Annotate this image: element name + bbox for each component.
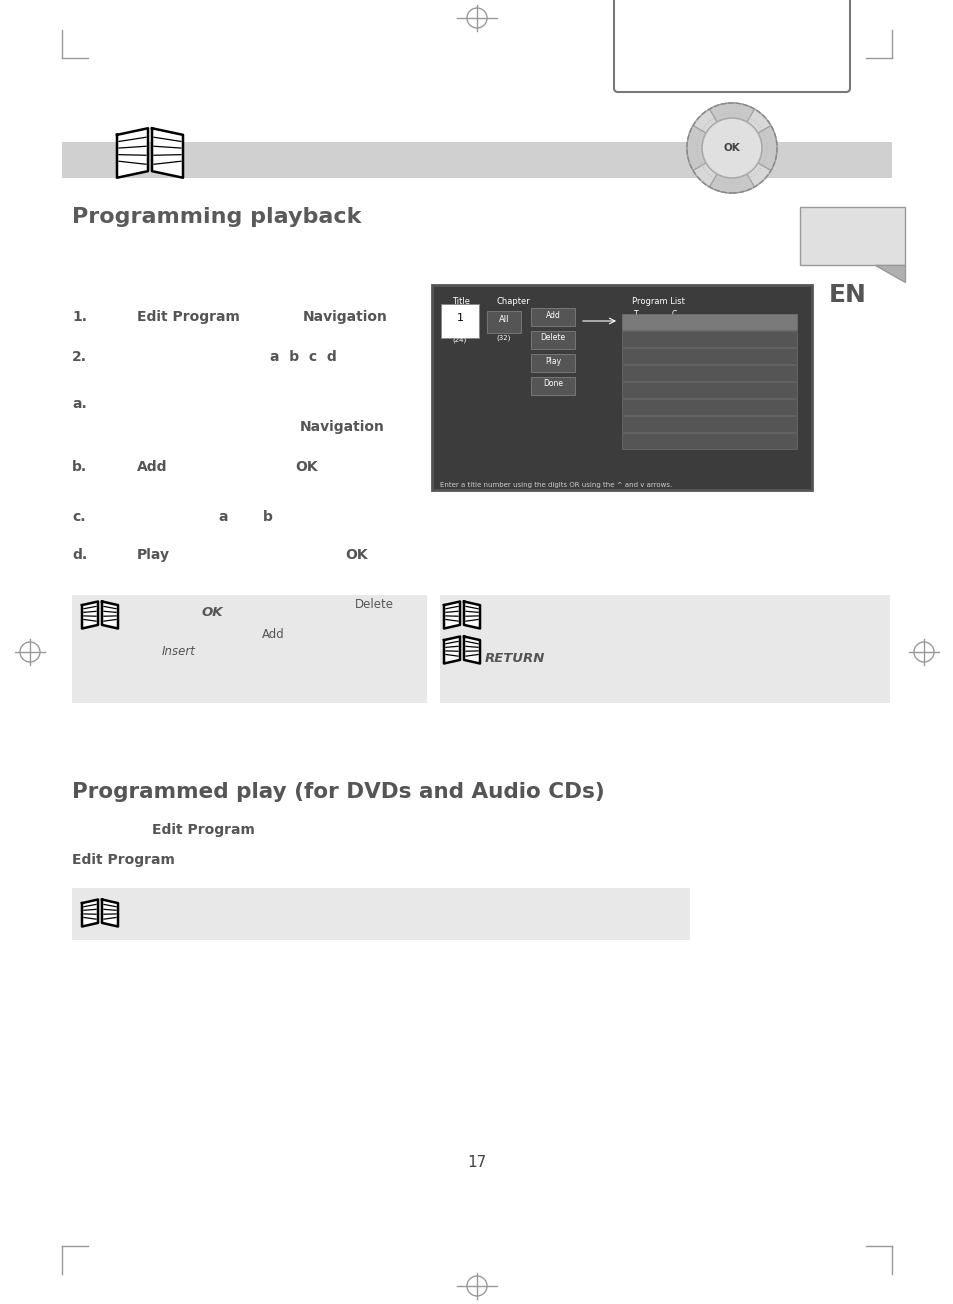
Text: OK: OK [294,460,317,473]
Text: (32): (32) [497,335,511,342]
Text: RETURN: RETURN [484,652,545,665]
Text: All: All [498,314,509,323]
Text: Add: Add [545,310,559,319]
Polygon shape [443,636,459,664]
Text: Add: Add [262,629,284,642]
FancyBboxPatch shape [531,331,575,349]
FancyBboxPatch shape [621,382,796,398]
Text: 1: 1 [456,313,463,323]
FancyBboxPatch shape [621,433,796,449]
Text: OK: OK [723,143,740,153]
FancyBboxPatch shape [71,888,689,940]
Wedge shape [731,125,776,171]
Text: a: a [218,510,227,524]
Polygon shape [152,128,183,177]
Text: C: C [671,310,677,319]
Polygon shape [102,601,118,629]
Text: 17: 17 [467,1155,486,1170]
Text: T: T [634,310,638,319]
Polygon shape [102,900,118,927]
Text: Navigation: Navigation [303,310,388,323]
Text: Programming playback: Programming playback [71,207,361,227]
FancyBboxPatch shape [432,286,811,490]
Text: Add: Add [137,460,168,473]
Text: b: b [263,510,273,524]
Text: EN: EN [828,283,866,306]
FancyBboxPatch shape [621,331,796,347]
Text: a  b  c  d: a b c d [270,349,336,364]
Text: Program List: Program List [631,297,684,306]
FancyBboxPatch shape [71,595,427,703]
FancyBboxPatch shape [531,377,575,395]
FancyBboxPatch shape [621,314,796,330]
Text: Edit Program: Edit Program [137,310,239,323]
FancyBboxPatch shape [614,0,849,93]
Wedge shape [709,147,754,193]
Wedge shape [686,125,731,171]
Text: Play: Play [544,356,560,365]
Text: a.: a. [71,396,87,411]
Polygon shape [82,900,98,927]
Polygon shape [443,601,459,629]
Text: Insert: Insert [162,645,195,659]
Text: Navigation: Navigation [299,420,384,434]
Polygon shape [463,636,479,664]
Text: Chapter: Chapter [497,297,530,306]
Text: Title: Title [452,297,470,306]
FancyBboxPatch shape [440,304,478,338]
Text: Enter a title number using the digits OR using the ^ and v arrows.: Enter a title number using the digits OR… [439,482,672,488]
Text: Edit Program: Edit Program [152,823,254,837]
FancyBboxPatch shape [531,353,575,372]
FancyBboxPatch shape [621,365,796,381]
Text: b.: b. [71,460,87,473]
FancyBboxPatch shape [531,308,575,326]
Text: OK: OK [345,548,367,562]
Text: Play: Play [137,548,170,562]
Polygon shape [117,128,148,177]
Text: d.: d. [71,548,87,562]
Text: 1.: 1. [71,310,87,323]
Polygon shape [874,265,904,282]
Text: Programmed play (for DVDs and Audio CDs): Programmed play (for DVDs and Audio CDs) [71,782,604,802]
Text: c.: c. [71,510,86,524]
Circle shape [701,117,761,179]
FancyBboxPatch shape [62,142,891,179]
Text: Delete: Delete [539,334,565,343]
Text: 2.: 2. [71,349,87,364]
Circle shape [686,103,776,193]
FancyBboxPatch shape [800,207,904,265]
FancyBboxPatch shape [486,310,520,333]
Text: OK: OK [202,606,223,619]
Wedge shape [709,103,754,147]
FancyBboxPatch shape [621,348,796,364]
Text: Done: Done [542,379,562,389]
Text: Delete: Delete [355,599,394,612]
Polygon shape [82,601,98,629]
Text: Edit Program: Edit Program [71,853,174,867]
Polygon shape [463,601,479,629]
FancyBboxPatch shape [439,595,889,703]
FancyBboxPatch shape [621,416,796,432]
FancyBboxPatch shape [621,399,796,415]
Text: (24): (24) [453,336,467,343]
